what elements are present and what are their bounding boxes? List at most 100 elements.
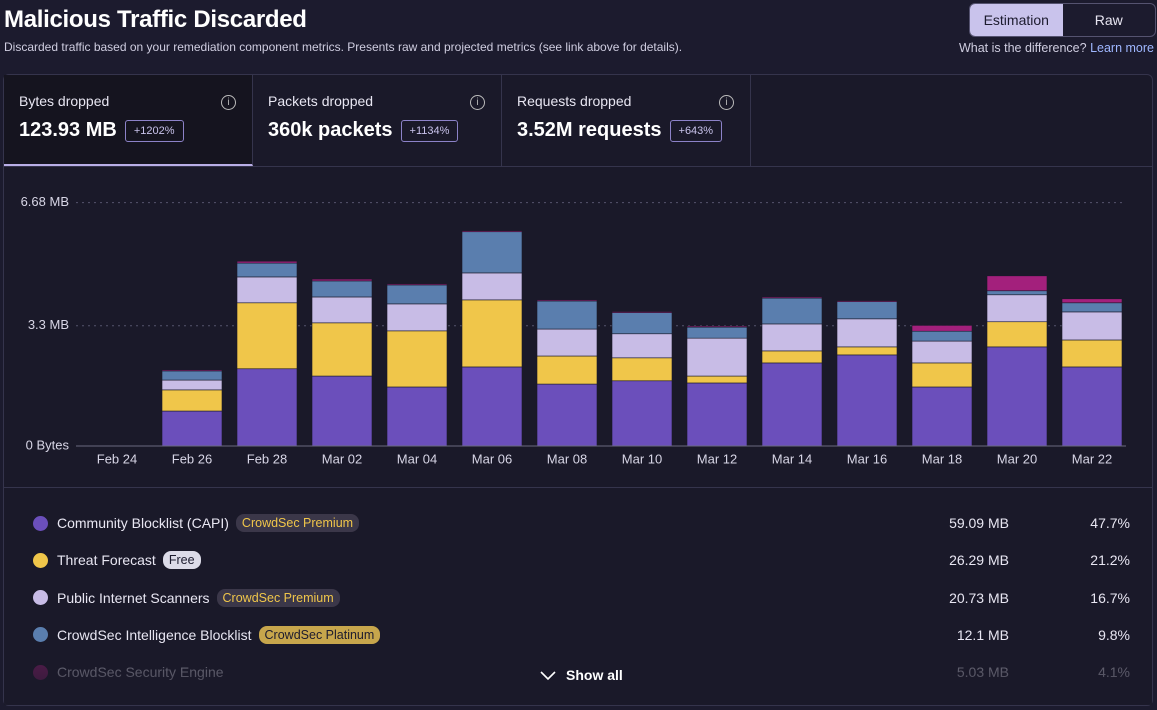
bar-segment — [236, 276, 298, 304]
bar-segment — [386, 330, 448, 388]
tab-value: 360k packets — [268, 119, 393, 141]
amount: 59.09 MB — [949, 515, 1009, 531]
legend-name[interactable]: Community Blocklist (CAPI) — [57, 515, 229, 531]
bar-segment — [461, 230, 523, 233]
help-question: What is the difference? — [958, 41, 1087, 55]
legend-name[interactable]: Public Internet Scanners — [57, 589, 210, 606]
bar-segment — [911, 325, 973, 332]
bar-segment — [386, 303, 448, 332]
bar-segment — [311, 280, 373, 298]
legend-name[interactable]: CrowdSec Intelligence Blocklist — [57, 626, 252, 643]
amount: 12.1 MB — [956, 626, 1009, 643]
bar-segment — [986, 275, 1048, 292]
bar-segment — [536, 299, 598, 302]
tab-value: 3.52M requests — [517, 119, 662, 141]
toggle-button[interactable]: Estimation — [970, 4, 1063, 36]
bar-segment — [386, 283, 448, 286]
mode-toggle: Estimation Raw — [969, 3, 1156, 37]
subtitle: Discarded traffic based on your remediat… — [4, 40, 683, 54]
bar-segment — [761, 350, 823, 364]
bar-segment — [161, 370, 223, 381]
bar-segment — [1061, 366, 1123, 447]
bar-segment — [161, 369, 223, 372]
fade — [4, 650, 1152, 705]
x-tick-label: Mar 16 — [847, 451, 887, 466]
bar-segment — [611, 380, 673, 447]
share: 16.7% — [1090, 589, 1130, 606]
info-icon: i — [719, 95, 734, 110]
bar-segment — [386, 284, 448, 305]
bar-segment — [986, 346, 1048, 447]
bar-segment — [461, 231, 523, 274]
bar-segment — [311, 322, 373, 377]
tab[interactable]: Packets dropped i 360k packets +1134% — [253, 75, 502, 166]
chart: 0 Bytes 3.3 MB 6.68 MB Feb 24 Feb 26 Feb 28 Ma… — [21, 194, 1126, 466]
bar-segment — [611, 311, 673, 313]
bar-segment — [686, 337, 748, 377]
bar-segment — [536, 355, 598, 385]
x-tick-label: Mar 14 — [772, 451, 812, 466]
tab-change: +1202% — [124, 119, 184, 142]
bar-segment — [161, 389, 223, 412]
show-all-button[interactable]: Show all — [539, 667, 623, 683]
tab-value-row: 123.93 MB +1202% — [19, 119, 237, 142]
divider — [4, 487, 1152, 488]
bar-segment — [986, 321, 1048, 348]
bar-segment — [1061, 298, 1123, 304]
bar-segment — [911, 362, 973, 388]
bar-segment — [311, 375, 373, 447]
toggle-button[interactable]: Raw — [1094, 12, 1123, 28]
bar-segment — [836, 346, 898, 356]
chevron-icon — [540, 671, 556, 681]
bar-segment — [311, 296, 373, 324]
bar-segment — [836, 301, 898, 320]
x-tick-label: Mar 04 — [397, 451, 437, 466]
tab[interactable]: Requests dropped i 3.52M requests +643% — [502, 75, 751, 166]
badge: Free — [162, 551, 201, 570]
help: What is the difference? Learn more — [959, 41, 1154, 55]
tab-label: Requests dropped — [517, 93, 632, 109]
x-tick-label: Mar 18 — [922, 451, 962, 466]
show-all-label: Show all — [566, 667, 623, 683]
legend-row: Threat Forecast Free 26.29 MB 21.2% — [33, 549, 1133, 571]
tab-value-row: 3.52M requests +643% — [517, 119, 735, 142]
bar-segment — [611, 357, 673, 382]
bar-segment — [911, 330, 973, 342]
legend-name[interactable]: Threat Forecast — [57, 552, 156, 569]
tab-value: 123.93 MB — [19, 119, 117, 141]
legend-row: Community Blocklist (CAPI) CrowdSec Premi… — [33, 512, 1133, 534]
info-icon: i — [470, 95, 485, 110]
share: 47.7% — [1090, 515, 1130, 531]
x-tick-label: Mar 06 — [472, 451, 512, 466]
bar-segment — [311, 278, 373, 282]
bar-segment — [686, 325, 748, 328]
x-tick-label: Feb 26 — [172, 451, 212, 466]
bar-segment — [461, 272, 523, 301]
bar-segment — [161, 410, 223, 447]
y-tick-label: 6.68 MB — [21, 194, 69, 209]
badge: CrowdSec Premium — [235, 514, 360, 532]
bar-segment — [161, 379, 223, 391]
bar-segment — [1061, 339, 1123, 368]
tab[interactable]: Bytes dropped i 123.93 MB +1202% — [4, 75, 253, 166]
x-tick-label: Feb 28 — [247, 451, 287, 466]
bar-segment — [236, 260, 298, 264]
legend-dot — [33, 515, 48, 531]
info-icon: i — [221, 95, 236, 110]
y-tick-label: 3.3 MB — [28, 317, 69, 332]
legend-dot — [33, 627, 48, 643]
learn-more-link[interactable]: Learn more — [1090, 41, 1154, 55]
x-tick-label: Mar 08 — [547, 451, 587, 466]
x-tick-label: Mar 12 — [697, 451, 737, 466]
bar-segment — [236, 302, 298, 370]
share: 9.8% — [1098, 626, 1130, 643]
x-tick-label: Feb 24 — [97, 451, 137, 466]
amount: 20.73 MB — [949, 589, 1009, 606]
x-tick-label: Mar 10 — [622, 451, 662, 466]
bar-segment — [986, 290, 1048, 296]
bar-segment — [761, 362, 823, 447]
bar-segment — [686, 382, 748, 447]
y-tick-label: 0 Bytes — [26, 437, 70, 452]
bar-segment — [536, 328, 598, 357]
